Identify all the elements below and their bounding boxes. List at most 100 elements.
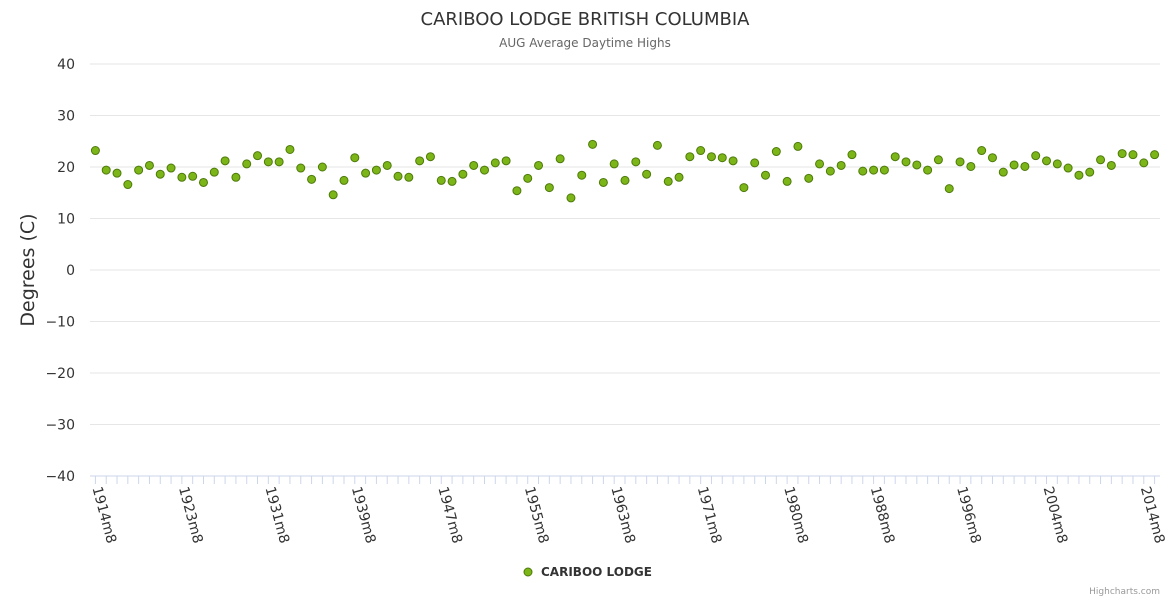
data-point[interactable] (361, 168, 371, 178)
data-point[interactable] (1128, 150, 1138, 160)
data-point[interactable] (112, 168, 122, 178)
data-point[interactable] (566, 193, 576, 203)
data-point[interactable] (890, 152, 900, 162)
data-point[interactable] (285, 144, 295, 154)
data-point[interactable] (1074, 170, 1084, 180)
legend-marker-icon[interactable] (523, 567, 533, 577)
data-point[interactable] (663, 176, 673, 186)
data-point[interactable] (1117, 149, 1127, 159)
data-point[interactable] (652, 140, 662, 150)
data-point[interactable] (631, 157, 641, 167)
data-point[interactable] (1150, 150, 1160, 160)
data-point[interactable] (393, 171, 403, 181)
data-point[interactable] (166, 163, 176, 173)
data-point[interactable] (966, 161, 976, 171)
data-point[interactable] (544, 183, 554, 193)
data-point[interactable] (771, 147, 781, 157)
data-point[interactable] (425, 152, 435, 162)
data-point[interactable] (490, 158, 500, 168)
data-point[interactable] (717, 153, 727, 163)
data-point[interactable] (415, 156, 425, 166)
data-point[interactable] (123, 180, 133, 190)
data-point[interactable] (879, 165, 889, 175)
data-point[interactable] (447, 176, 457, 186)
data-point[interactable] (955, 157, 965, 167)
data-point[interactable] (944, 184, 954, 194)
data-point[interactable] (177, 172, 187, 182)
data-point[interactable] (188, 171, 198, 181)
data-point[interactable] (1096, 155, 1106, 165)
data-point[interactable] (1009, 160, 1019, 170)
data-point[interactable] (782, 176, 792, 186)
data-point[interactable] (209, 167, 219, 177)
data-point[interactable] (804, 173, 814, 183)
data-point[interactable] (155, 169, 165, 179)
data-point[interactable] (912, 160, 922, 170)
data-point[interactable] (404, 172, 414, 182)
data-point[interactable] (869, 165, 879, 175)
data-point[interactable] (836, 160, 846, 170)
data-point[interactable] (371, 165, 381, 175)
data-point[interactable] (436, 175, 446, 185)
data-point[interactable] (523, 173, 533, 183)
data-point[interactable] (317, 162, 327, 172)
data-point[interactable] (696, 146, 706, 156)
data-point[interactable] (350, 153, 360, 163)
data-point[interactable] (577, 170, 587, 180)
data-point[interactable] (901, 157, 911, 167)
data-point[interactable] (1031, 151, 1041, 161)
data-point[interactable] (479, 165, 489, 175)
data-point[interactable] (674, 172, 684, 182)
data-point[interactable] (1020, 161, 1030, 171)
data-point[interactable] (923, 165, 933, 175)
data-point[interactable] (242, 159, 252, 169)
data-point[interactable] (1052, 159, 1062, 169)
data-point[interactable] (555, 154, 565, 164)
credits-link[interactable]: Highcharts.com (1089, 587, 1160, 597)
data-point[interactable] (728, 156, 738, 166)
data-point[interactable] (382, 160, 392, 170)
data-point[interactable] (815, 159, 825, 169)
data-point[interactable] (933, 155, 943, 165)
data-point[interactable] (263, 157, 273, 167)
data-point[interactable] (588, 139, 598, 149)
data-point[interactable] (793, 141, 803, 151)
data-point[interactable] (198, 177, 208, 187)
data-point[interactable] (339, 175, 349, 185)
data-point[interactable] (307, 174, 317, 184)
data-point[interactable] (90, 146, 100, 156)
data-point[interactable] (534, 160, 544, 170)
data-point[interactable] (750, 158, 760, 168)
data-point[interactable] (685, 152, 695, 162)
data-point[interactable] (1085, 167, 1095, 177)
data-point[interactable] (1106, 160, 1116, 170)
data-point[interactable] (1063, 163, 1073, 173)
data-point[interactable] (858, 166, 868, 176)
data-point[interactable] (1139, 158, 1149, 168)
data-point[interactable] (1042, 156, 1052, 166)
legend[interactable]: CARIBOO LODGE (523, 565, 652, 579)
data-point[interactable] (512, 186, 522, 196)
data-point[interactable] (458, 169, 468, 179)
data-point[interactable] (825, 166, 835, 176)
data-point[interactable] (739, 183, 749, 193)
data-point[interactable] (101, 165, 111, 175)
data-point[interactable] (274, 157, 284, 167)
data-point[interactable] (220, 156, 230, 166)
data-point[interactable] (642, 169, 652, 179)
data-point[interactable] (847, 150, 857, 160)
data-point[interactable] (328, 190, 338, 200)
legend-item-cariboo-lodge[interactable]: CARIBOO LODGE (541, 565, 652, 579)
data-point[interactable] (598, 177, 608, 187)
data-point[interactable] (977, 146, 987, 156)
data-point[interactable] (987, 153, 997, 163)
data-point[interactable] (620, 175, 630, 185)
data-point[interactable] (253, 151, 263, 161)
data-point[interactable] (296, 163, 306, 173)
data-point[interactable] (134, 165, 144, 175)
data-point[interactable] (761, 170, 771, 180)
data-point[interactable] (144, 160, 154, 170)
data-point[interactable] (501, 156, 511, 166)
data-point[interactable] (469, 160, 479, 170)
data-point[interactable] (609, 159, 619, 169)
